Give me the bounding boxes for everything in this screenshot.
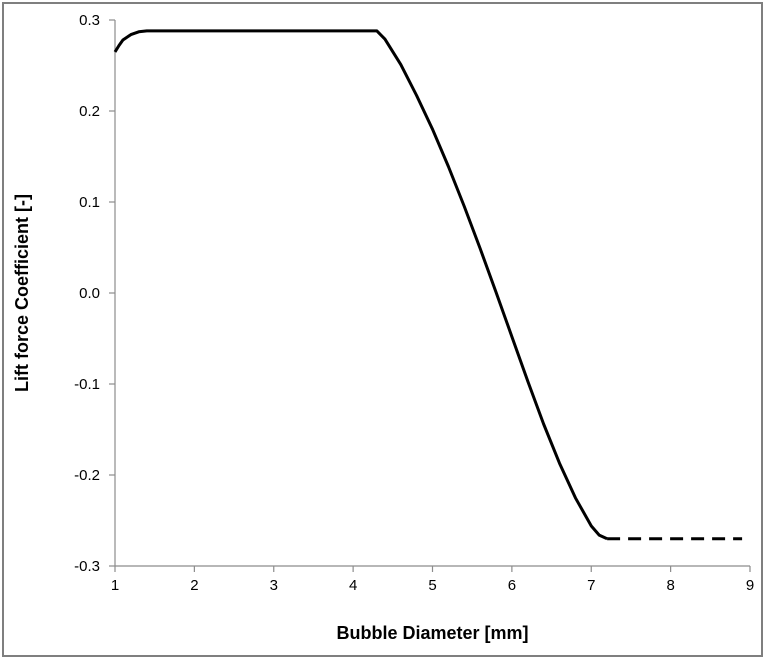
- y-axis-title: Lift force Coefficient [-]: [12, 194, 32, 392]
- axes: [114, 20, 750, 567]
- data-lines: [113, 29, 743, 541]
- x-tick-label: 4: [349, 577, 357, 594]
- y-tick-label: -0.3: [74, 558, 100, 575]
- y-tick-labels: 0.3 0.2 0.1 0.0 -0.1 -0.2 -0.3: [74, 12, 100, 575]
- x-tick-label: 9: [746, 577, 754, 594]
- x-tick-labels: 1 2 3 4 5 6 7 8 9: [111, 577, 754, 594]
- x-axis-title: Bubble Diameter [mm]: [336, 623, 528, 643]
- y-tick-label: 0.0: [79, 285, 100, 302]
- solid-series-line: [113, 29, 608, 541]
- y-tick-label: -0.1: [74, 376, 100, 393]
- x-tick-label: 2: [190, 577, 198, 594]
- x-tick-label: 8: [666, 577, 674, 594]
- tick-marks: [109, 19, 751, 572]
- y-tick-label: 0.2: [79, 103, 100, 120]
- x-tick-label: 6: [508, 577, 516, 594]
- x-tick-label: 1: [111, 577, 119, 594]
- y-tick-label: 0.3: [79, 12, 100, 29]
- x-tick-label: 5: [428, 577, 436, 594]
- x-tick-label: 7: [587, 577, 595, 594]
- x-tick-label: 3: [270, 577, 278, 594]
- y-tick-label: 0.1: [79, 194, 100, 211]
- y-tick-label: -0.2: [74, 467, 100, 484]
